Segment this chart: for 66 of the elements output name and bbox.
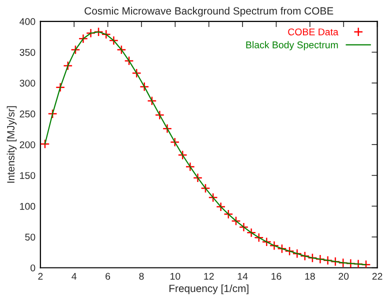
point bbox=[124, 56, 134, 66]
y-tick-label: 100 bbox=[20, 202, 36, 210]
point bbox=[94, 27, 104, 37]
point bbox=[208, 192, 218, 202]
point bbox=[132, 68, 142, 78]
x-tick-label: 4 bbox=[72, 272, 77, 280]
point bbox=[315, 254, 325, 264]
point bbox=[86, 28, 96, 38]
legend-label: COBE Data bbox=[288, 28, 338, 36]
point bbox=[338, 258, 348, 268]
point bbox=[108, 36, 118, 46]
y-tick-label: 0 bbox=[30, 264, 36, 272]
point bbox=[308, 253, 318, 263]
x-tick-label: 2 bbox=[38, 272, 43, 280]
x-tick-label: 6 bbox=[106, 272, 110, 280]
point bbox=[246, 228, 256, 238]
x-tick-label: 8 bbox=[139, 272, 144, 280]
point bbox=[216, 202, 226, 212]
legend-label: Black Body Spectrum bbox=[246, 41, 338, 50]
x-tick-label: 22 bbox=[372, 272, 382, 280]
y-tick-label: 400 bbox=[20, 18, 36, 26]
y-axis-title: Intensity [MJy/sr] bbox=[6, 106, 17, 183]
x-tick-label: 20 bbox=[338, 272, 349, 280]
point bbox=[162, 124, 172, 134]
point bbox=[48, 109, 58, 119]
point bbox=[200, 184, 210, 194]
chart-title: Cosmic Microwave Background Spectrum from COBE bbox=[84, 6, 334, 17]
point bbox=[192, 173, 203, 183]
x-tick-label: 18 bbox=[305, 272, 315, 280]
point bbox=[147, 96, 157, 106]
point bbox=[185, 162, 195, 172]
point bbox=[292, 248, 302, 258]
point bbox=[238, 222, 249, 232]
x-axis-title: Frequency [1/cm] bbox=[169, 284, 248, 294]
point bbox=[224, 209, 234, 219]
y-tick-label: 300 bbox=[20, 80, 36, 87]
point bbox=[277, 244, 287, 254]
point bbox=[154, 110, 164, 120]
point bbox=[101, 30, 111, 40]
point bbox=[63, 60, 73, 71]
point bbox=[78, 34, 88, 44]
point bbox=[300, 251, 310, 261]
point bbox=[70, 44, 80, 55]
point bbox=[322, 256, 333, 266]
point bbox=[170, 137, 180, 147]
point bbox=[254, 232, 264, 242]
point bbox=[361, 260, 371, 268]
point bbox=[56, 82, 66, 92]
point bbox=[231, 216, 241, 226]
y-tick-label: 200 bbox=[20, 141, 36, 148]
x-tick-label: 16 bbox=[272, 272, 282, 280]
y-tick-label: 150 bbox=[20, 172, 36, 179]
x-tick-label: 14 bbox=[238, 272, 248, 280]
y-tick-label: 350 bbox=[20, 48, 36, 56]
point bbox=[40, 139, 50, 149]
point bbox=[140, 82, 150, 92]
x-tick-label: 12 bbox=[204, 272, 214, 280]
point bbox=[284, 246, 294, 256]
point bbox=[116, 44, 126, 55]
y-tick-label: 250 bbox=[20, 110, 36, 118]
point bbox=[269, 240, 280, 250]
y-tick-label: 50 bbox=[25, 234, 36, 241]
x-tick-label: 10 bbox=[170, 272, 180, 280]
point bbox=[178, 150, 188, 160]
point bbox=[330, 256, 340, 266]
point bbox=[262, 237, 272, 247]
